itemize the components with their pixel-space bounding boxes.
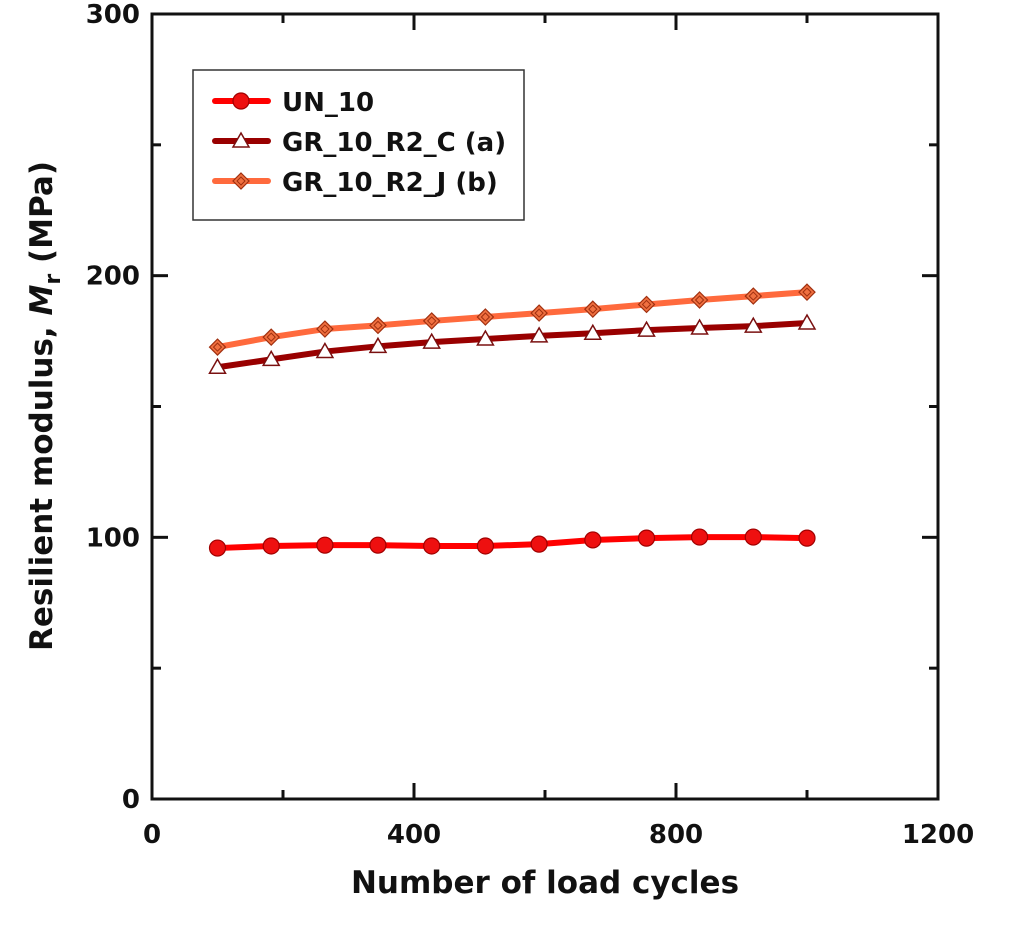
series-2: [208, 283, 816, 356]
legend-marker: [232, 92, 250, 110]
data-point: [476, 537, 494, 555]
data-point-inner: [534, 308, 544, 318]
data-point-inner: [373, 320, 383, 331]
x-tick-label: 800: [649, 820, 703, 850]
data-point: [208, 338, 227, 356]
data-point: [637, 320, 656, 337]
data-point-outer: [690, 291, 709, 309]
data-point-outer: [476, 308, 495, 326]
data-point: [262, 328, 281, 347]
legend-item: GR_10_R2_C (a): [212, 128, 506, 158]
y-axis-label: Resilient modulus, Mr (MPa): [24, 161, 66, 651]
data-point-inner: [694, 295, 705, 305]
series-1: [208, 313, 817, 374]
series-line: [217, 320, 808, 371]
legend-marker: [232, 172, 250, 190]
data-point: [637, 529, 656, 547]
data-point: [368, 336, 388, 354]
data-point: [690, 291, 709, 309]
x-axis-label: Number of load cycles: [351, 865, 739, 901]
legend-marker: [231, 131, 251, 148]
data-point: [315, 342, 335, 359]
data-point: [422, 332, 441, 349]
data-point: [797, 313, 817, 330]
data-point: [316, 320, 334, 338]
y-tick-label: 100: [86, 523, 140, 553]
data-point: [423, 537, 441, 555]
data-point-outer: [744, 287, 763, 305]
data-point-outer: [583, 300, 602, 319]
x-tick-label: 0: [143, 820, 161, 850]
data-point: [476, 329, 495, 346]
data-point-inner: [588, 304, 598, 314]
legend-marker-outer: [232, 172, 250, 190]
data-point-inner: [480, 312, 491, 322]
data-point-outer: [422, 312, 441, 330]
data-point-outer: [316, 320, 334, 338]
data-point: [261, 349, 281, 367]
data-point: [529, 326, 549, 343]
data-point-inner: [320, 324, 330, 334]
data-point: [584, 531, 602, 549]
y-tick-label: 300: [86, 0, 140, 30]
data-point: [208, 357, 227, 374]
data-point: [262, 537, 280, 555]
data-point-outer: [208, 338, 227, 356]
legend: UN_10 GR_10_R2_C (a) GR_10_R2_J (b): [192, 69, 525, 221]
axis-ticks: 0 400 800 1200 0 100 200 300: [86, 0, 974, 850]
data-point-outer: [530, 304, 548, 322]
data-point: [690, 528, 709, 546]
x-tick-label: 1200: [902, 820, 974, 850]
data-point: [369, 536, 387, 554]
data-point: [422, 312, 441, 330]
data-point: [637, 295, 656, 314]
data-point: [744, 528, 762, 546]
data-point: [798, 283, 816, 302]
legend-label: UN_10: [282, 88, 374, 118]
legend-label: GR_10_R2_J (b): [282, 168, 498, 198]
legend-marker-inner: [236, 176, 246, 186]
legend-item: GR_10_R2_J (b): [212, 168, 498, 198]
data-point-outer: [262, 328, 281, 347]
data-point: [583, 300, 602, 319]
legend-label: GR_10_R2_C (a): [282, 128, 506, 158]
data-point-inner: [748, 291, 758, 301]
data-point: [530, 535, 548, 553]
data-point: [583, 323, 603, 340]
data-point: [208, 539, 227, 557]
series-group: [208, 283, 817, 557]
series-0: [208, 528, 816, 557]
legend-item: UN_10: [212, 88, 374, 118]
data-point: [369, 316, 387, 335]
data-point-outer: [637, 295, 656, 314]
data-point: [743, 316, 763, 333]
data-point-inner: [426, 316, 437, 326]
data-point-inner: [641, 299, 652, 310]
y-tick-label: 200: [86, 262, 140, 292]
data-point: [316, 536, 334, 554]
series-line: [217, 534, 808, 552]
y-tick-label: 0: [122, 785, 140, 815]
data-point: [530, 304, 548, 322]
data-point: [798, 529, 816, 547]
data-point-inner: [266, 332, 276, 342]
series-line: [216, 289, 808, 351]
data-point: [744, 287, 763, 305]
data-point-inner: [802, 287, 812, 297]
data-point-outer: [369, 316, 387, 335]
data-point: [690, 318, 709, 335]
x-tick-label: 400: [387, 820, 441, 850]
data-point: [476, 308, 495, 326]
data-point-inner: [212, 342, 223, 352]
data-point-outer: [798, 283, 816, 302]
